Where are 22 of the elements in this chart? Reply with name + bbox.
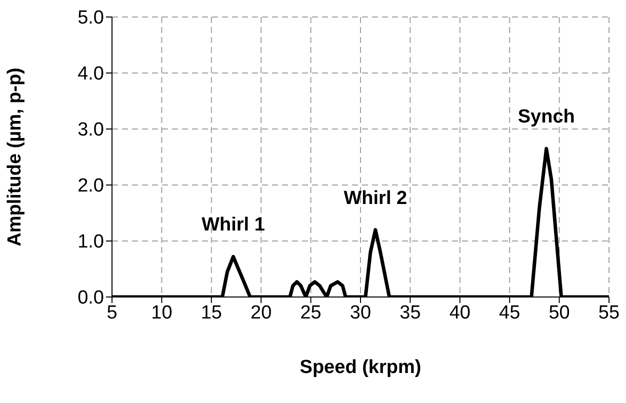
x-tick-label: 30 bbox=[350, 302, 372, 324]
x-tick-label: 45 bbox=[499, 302, 520, 324]
y-tick-label: 2.0 bbox=[78, 176, 104, 197]
y-tick-label: 5.0 bbox=[78, 8, 104, 29]
x-tick-label: 20 bbox=[250, 302, 272, 324]
x-tick-label: 40 bbox=[449, 302, 470, 324]
x-tick-label: 25 bbox=[300, 302, 322, 324]
y-axis-title: Amplitude (µm, p-p) bbox=[4, 68, 26, 246]
y-tick-label: 4.0 bbox=[78, 64, 104, 85]
y-tick-label: 1.0 bbox=[78, 232, 104, 253]
annotation: Synch bbox=[518, 106, 575, 128]
annotation: Whirl 1 bbox=[202, 214, 266, 236]
y-tick-label: 0.0 bbox=[78, 288, 104, 309]
y-tick-label: 3.0 bbox=[78, 120, 104, 141]
x-axis-title: Speed (krpm) bbox=[300, 357, 422, 378]
annotation: Whirl 2 bbox=[344, 188, 408, 209]
x-tick-label: 35 bbox=[400, 302, 421, 324]
x-tick-label: 50 bbox=[548, 302, 570, 324]
x-tick-label: 5 bbox=[106, 302, 118, 324]
x-tick-label: 10 bbox=[151, 302, 172, 324]
x-tick-label: 15 bbox=[200, 302, 222, 324]
x-tick-label: 55 bbox=[598, 302, 620, 324]
